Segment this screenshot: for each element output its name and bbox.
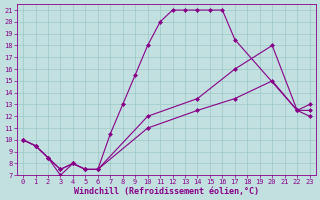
X-axis label: Windchill (Refroidissement éolien,°C): Windchill (Refroidissement éolien,°C) xyxy=(74,187,259,196)
